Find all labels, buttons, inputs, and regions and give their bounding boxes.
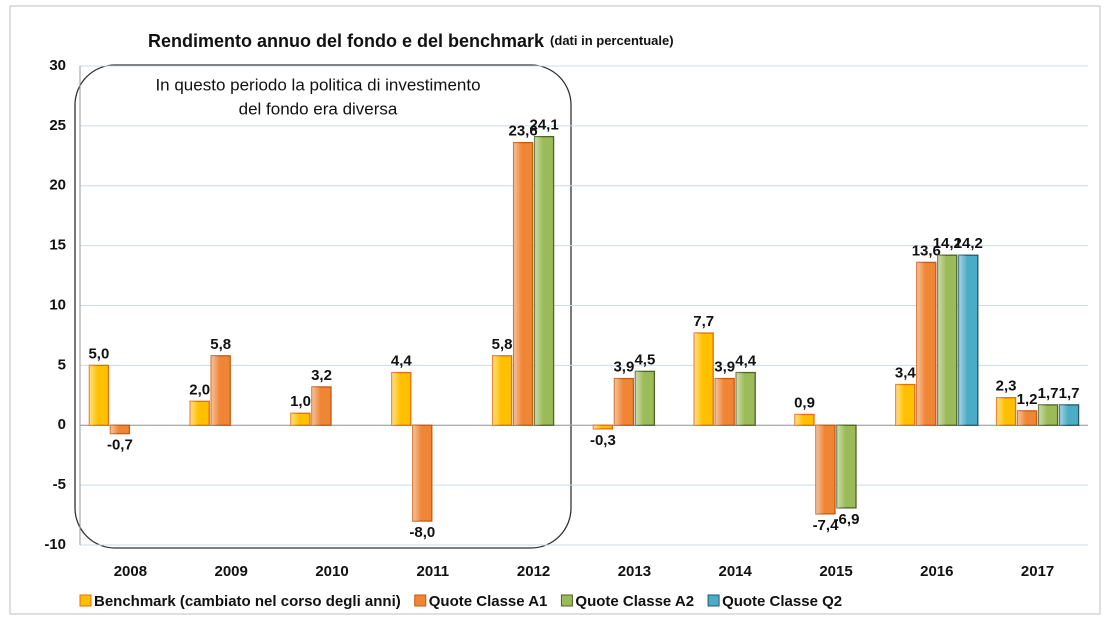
bar-shine [916, 262, 936, 426]
x-tick-label: 2011 [417, 563, 450, 580]
x-tick-label: 2012 [517, 563, 550, 580]
bar-shine [190, 401, 210, 426]
bar-shine [391, 372, 411, 426]
chart-title: Rendimento annuo del fondo e del benchma… [148, 31, 674, 51]
bar-shine [694, 333, 714, 426]
bar-shine [593, 425, 613, 429]
bar-shine [291, 413, 310, 426]
data-label: 1,7 [1038, 385, 1059, 402]
bar-shine [895, 384, 915, 426]
bar-shine [958, 255, 978, 426]
bar-shine [795, 414, 814, 426]
data-label: 1,0 [290, 393, 311, 410]
chart-frame [9, 5, 1101, 615]
data-label: -8,0 [409, 524, 435, 541]
legend-swatch [560, 594, 573, 607]
bar-shine [614, 378, 634, 426]
legend-swatch [79, 594, 92, 607]
data-label: 5,0 [88, 345, 109, 362]
legend-swatch [414, 594, 427, 607]
data-label: 7,7 [693, 313, 714, 330]
bar-shine [1038, 404, 1058, 426]
bar-shine [110, 425, 130, 434]
data-label: 1,7 [1059, 385, 1080, 402]
y-tick-label: 5 [58, 356, 66, 373]
data-label: 2,3 [996, 378, 1017, 395]
x-tick-label: 2008 [114, 563, 147, 580]
x-tick-label: 2014 [719, 563, 753, 580]
y-tick-label: 25 [49, 117, 66, 134]
data-label: 23,6 [508, 123, 537, 140]
data-label: 13,6 [912, 242, 941, 259]
data-label: 3,4 [895, 365, 917, 382]
legend-label: Quote Classe A2 [575, 593, 694, 610]
x-tick-label: 2017 [1021, 563, 1054, 580]
data-label: -6,9 [834, 511, 860, 528]
data-label: -0,3 [590, 432, 616, 449]
bar-shine [412, 425, 432, 522]
data-label: -7,4 [813, 517, 840, 534]
bar-shine [312, 386, 331, 426]
bar-shine [89, 365, 109, 426]
data-label: 4,5 [634, 351, 655, 368]
bar-shine [837, 425, 856, 508]
data-label: 3,2 [311, 367, 332, 384]
y-tick-label: -10 [44, 536, 66, 553]
bar-shine [816, 425, 835, 514]
legend-label: Benchmark (cambiato nel corso degli anni… [94, 593, 401, 610]
data-label: 2,0 [189, 381, 210, 398]
data-label: 5,8 [210, 336, 231, 353]
data-label: 14,2 [933, 235, 962, 252]
data-label: 14,2 [954, 235, 983, 252]
legend-label: Quote Classe A1 [429, 593, 548, 610]
bar-shine [996, 397, 1016, 426]
y-tick-label: 0 [58, 416, 66, 433]
bar-shine [937, 255, 957, 426]
bar-shine [513, 142, 533, 426]
data-label: 1,2 [1017, 391, 1038, 408]
bar-shine [715, 378, 735, 426]
bar-shine [211, 355, 231, 426]
data-label: 24,1 [529, 117, 558, 134]
x-tick-label: 2015 [819, 563, 852, 580]
annotation-box [74, 64, 572, 549]
bar-shine [534, 136, 554, 426]
bar-shine [736, 372, 756, 426]
subtitle: (dati in percentuale) [550, 33, 674, 48]
data-label: 3,9 [613, 359, 634, 376]
data-label: 4,4 [391, 353, 413, 370]
annotation: In questo periodo la politica di investi… [155, 75, 480, 94]
bar-shine [492, 355, 512, 426]
y-tick-label: -5 [53, 476, 66, 493]
data-label: 0,9 [794, 394, 815, 411]
bar-shine [1017, 410, 1037, 426]
title-text: Rendimento annuo del fondo e del benchma… [148, 31, 545, 51]
x-tick-label: 2013 [618, 563, 651, 580]
bar-shine [1059, 404, 1079, 426]
y-tick-label: 30 [49, 57, 66, 74]
x-tick-label: 2016 [920, 563, 953, 580]
data-label: 3,9 [714, 359, 735, 376]
x-tick-label: 2010 [315, 563, 348, 580]
legend-label: Quote Classe Q2 [722, 593, 842, 610]
annotation: del fondo era diversa [239, 99, 398, 118]
bar-shine [635, 371, 655, 426]
data-label: -0,7 [107, 437, 133, 454]
data-label: 5,8 [492, 336, 513, 353]
y-tick-label: 10 [49, 296, 66, 313]
legend-swatch [707, 594, 720, 607]
y-tick-label: 20 [49, 177, 66, 194]
data-label: 4,4 [735, 353, 757, 370]
x-tick-label: 2009 [215, 563, 248, 580]
y-tick-label: 15 [49, 237, 66, 254]
